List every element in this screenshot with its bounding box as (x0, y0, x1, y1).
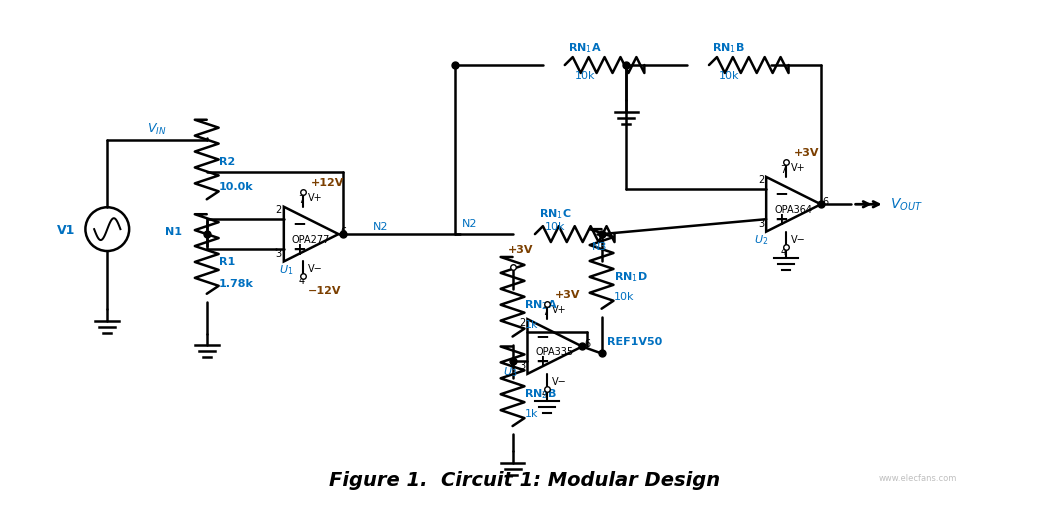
Text: V1: V1 (57, 223, 76, 236)
Text: 6: 6 (822, 197, 829, 207)
Text: 4: 4 (780, 246, 787, 256)
Text: +3V: +3V (793, 148, 819, 158)
Text: 1k: 1k (524, 319, 538, 329)
Text: 10k: 10k (719, 71, 740, 81)
Text: RN$_1$B: RN$_1$B (712, 41, 746, 55)
Text: −: − (535, 326, 550, 344)
Text: V+: V+ (308, 192, 323, 203)
Text: RN$_2$B: RN$_2$B (524, 386, 557, 400)
Text: 10k: 10k (614, 291, 634, 301)
Text: 1k: 1k (524, 408, 538, 418)
Text: 2: 2 (519, 317, 526, 327)
Text: −: − (292, 214, 305, 232)
Text: N3: N3 (592, 242, 607, 251)
Text: R2: R2 (218, 157, 235, 167)
Text: N1: N1 (165, 227, 181, 237)
Text: RN$_1$A: RN$_1$A (568, 41, 601, 55)
Text: +12V: +12V (312, 178, 344, 187)
Text: V+: V+ (791, 163, 806, 173)
Text: 3: 3 (758, 219, 764, 229)
Text: 10.0k: 10.0k (218, 182, 253, 192)
Text: 3: 3 (519, 361, 526, 371)
Text: 10k: 10k (544, 222, 565, 232)
Text: REF1V50: REF1V50 (606, 336, 662, 346)
Text: N2: N2 (463, 219, 478, 229)
Text: 2: 2 (758, 175, 764, 185)
Text: +3V: +3V (555, 290, 580, 300)
Text: +: + (292, 241, 305, 259)
Text: RN$_2$A: RN$_2$A (524, 297, 558, 311)
Text: $U_1$: $U_1$ (279, 262, 293, 276)
Text: R1: R1 (218, 257, 235, 266)
Text: $V_{IN}$: $V_{IN}$ (147, 122, 167, 136)
Text: 6: 6 (584, 339, 591, 349)
Text: 7: 7 (542, 306, 549, 317)
Text: 7: 7 (780, 164, 787, 175)
Text: 4: 4 (298, 276, 304, 286)
Text: $V_{OUT}$: $V_{OUT}$ (891, 196, 923, 213)
Text: 4: 4 (542, 388, 548, 398)
Text: RN$_1$C: RN$_1$C (538, 207, 571, 220)
Text: $U_3$: $U_3$ (502, 364, 517, 378)
Text: 1.78k: 1.78k (218, 278, 254, 288)
Text: +: + (774, 211, 788, 229)
Text: OPA277: OPA277 (292, 235, 330, 245)
Text: +3V: +3V (508, 244, 533, 254)
Text: 7: 7 (298, 194, 304, 205)
Text: 10k: 10k (575, 71, 595, 81)
Text: 3: 3 (276, 248, 282, 259)
Text: Figure 1.  Circuit 1: Modular Design: Figure 1. Circuit 1: Modular Design (329, 470, 720, 489)
Text: V−: V− (308, 264, 323, 274)
Text: OPA335: OPA335 (536, 347, 574, 357)
Text: 6: 6 (341, 227, 346, 237)
Text: OPA364: OPA364 (774, 205, 813, 215)
Text: RN$_1$D: RN$_1$D (614, 269, 647, 283)
Text: N2: N2 (373, 222, 389, 232)
Text: www.elecfans.com: www.elecfans.com (879, 473, 957, 482)
Text: V+: V+ (552, 304, 566, 315)
Text: $U_2$: $U_2$ (754, 233, 769, 246)
Text: V−: V− (552, 376, 566, 386)
Text: +: + (535, 353, 550, 371)
Text: −12V: −12V (308, 286, 342, 296)
Text: V−: V− (791, 234, 806, 244)
Text: −: − (774, 184, 788, 202)
Text: 2: 2 (276, 205, 282, 215)
